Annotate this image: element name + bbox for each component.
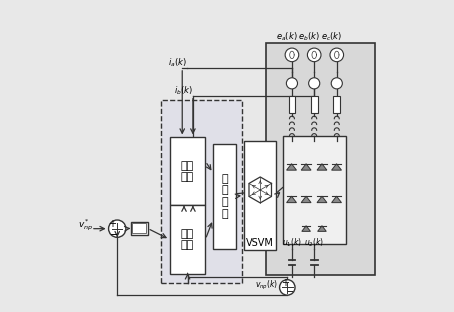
Polygon shape	[301, 196, 311, 202]
Bar	[289, 96, 296, 113]
Circle shape	[280, 280, 295, 295]
Polygon shape	[317, 164, 327, 170]
Text: $v_{np}(k)$: $v_{np}(k)$	[255, 279, 278, 292]
Text: $i_b(k)$: $i_b(k)$	[174, 85, 193, 97]
Text: 轨迹
跟踪: 轨迹 跟踪	[181, 161, 194, 182]
Text: +: +	[281, 278, 289, 288]
Bar	[213, 144, 236, 249]
Bar	[311, 96, 318, 113]
Polygon shape	[302, 226, 311, 232]
Bar	[283, 136, 346, 244]
Polygon shape	[301, 164, 311, 170]
Bar	[170, 138, 205, 206]
Circle shape	[330, 48, 344, 62]
Bar	[132, 223, 146, 233]
Bar	[266, 43, 375, 275]
Text: $e_b(k)$: $e_b(k)$	[298, 31, 320, 43]
Polygon shape	[331, 164, 341, 170]
Text: −: −	[286, 287, 294, 297]
Circle shape	[331, 78, 342, 89]
Circle shape	[286, 78, 297, 89]
Bar	[130, 222, 148, 235]
Text: VSVM: VSVM	[247, 237, 274, 248]
Polygon shape	[331, 196, 341, 202]
Polygon shape	[286, 164, 296, 170]
Text: $u_2(k)$: $u_2(k)$	[304, 236, 324, 249]
Text: −: −	[110, 230, 119, 240]
Circle shape	[109, 220, 126, 237]
Text: +: +	[109, 219, 117, 229]
Bar	[333, 96, 340, 113]
Circle shape	[307, 48, 321, 62]
Text: $v^*_{np}$: $v^*_{np}$	[78, 218, 93, 233]
Text: $e_c(k)$: $e_c(k)$	[321, 31, 342, 43]
Circle shape	[309, 78, 320, 89]
Bar	[170, 206, 205, 274]
Bar	[161, 100, 242, 283]
Text: $u_1(k)$: $u_1(k)$	[282, 236, 302, 249]
Circle shape	[285, 48, 299, 62]
Bar	[244, 140, 276, 250]
Text: 模型
预测: 模型 预测	[181, 229, 194, 250]
Polygon shape	[317, 196, 327, 202]
Text: $i_a(k)$: $i_a(k)$	[168, 57, 187, 70]
Polygon shape	[318, 226, 326, 232]
Polygon shape	[286, 196, 296, 202]
Text: $e_a(k)$: $e_a(k)$	[276, 31, 297, 43]
Text: 价
值
函
数: 价 值 函 数	[222, 174, 228, 219]
